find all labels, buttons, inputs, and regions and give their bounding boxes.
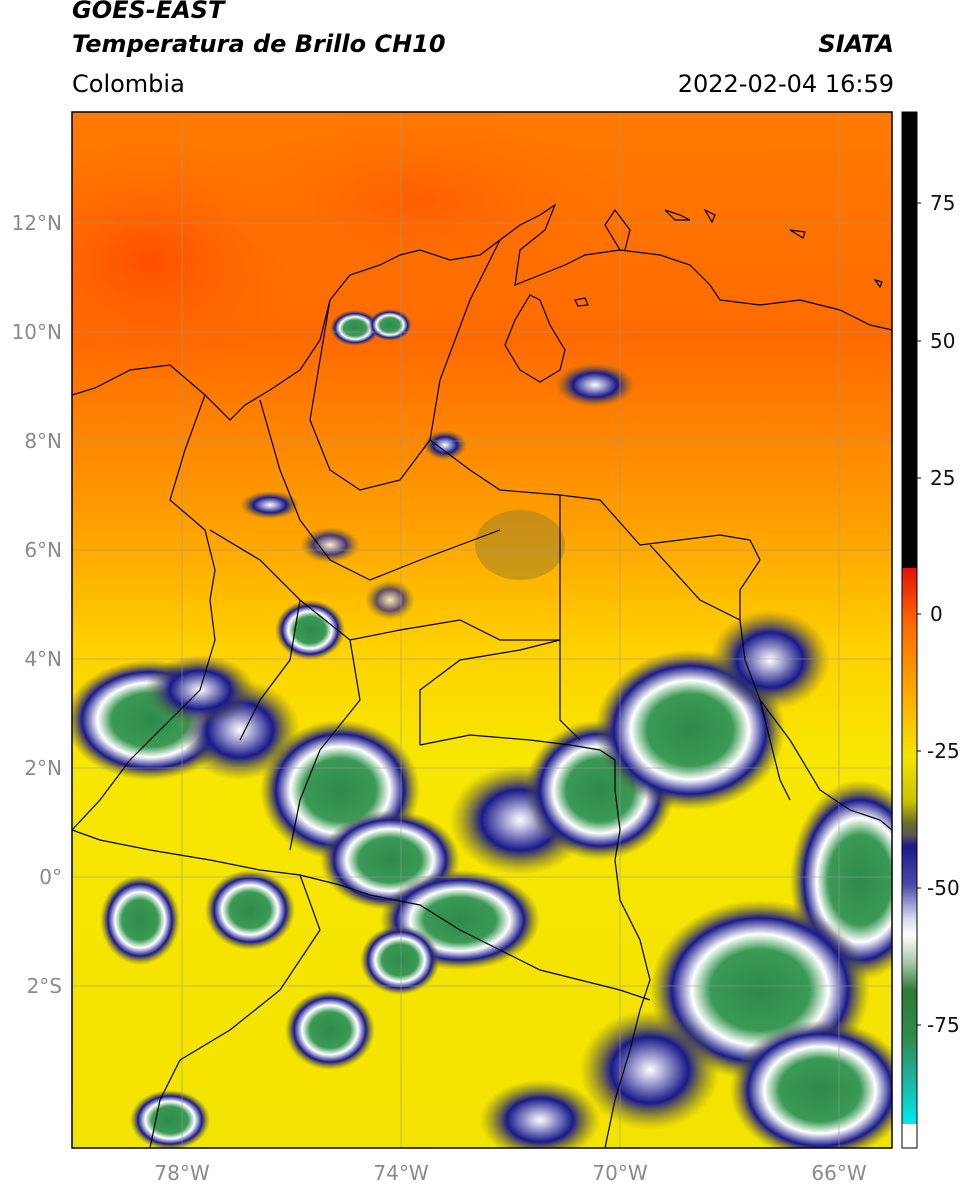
lat-tick-label: 4°N: [24, 647, 62, 671]
colorbar-tick-label: 50: [930, 329, 955, 353]
lat-tick-label: 2°S: [27, 974, 62, 998]
satellite-image: [72, 112, 892, 1148]
lat-tick-label: 0°: [39, 865, 62, 889]
colorbar-tick-label: -50: [927, 876, 960, 900]
datetime-label: 2022-02-04 16:59: [677, 70, 894, 98]
lat-tick-label: 10°N: [12, 320, 62, 344]
graticule: [72, 112, 892, 1148]
colorbar-tick-label: -25: [927, 739, 960, 763]
lon-tick-label: 74°W: [373, 1161, 428, 1185]
region-label: Colombia: [72, 70, 185, 98]
agency-label: SIATA: [818, 30, 894, 58]
lat-tick-label: 12°N: [12, 211, 62, 235]
product-title: Temperatura de Brillo CH10: [72, 30, 446, 58]
colorbar-tick-label: -75: [927, 1013, 960, 1037]
longitude-axis: 78°W 74°W 70°W 66°W: [154, 1161, 866, 1185]
lat-tick-label: 8°N: [24, 429, 62, 453]
latitude-axis: 12°N 10°N 8°N 6°N 4°N 2°N 0° 2°S: [12, 211, 62, 998]
lon-tick-label: 66°W: [811, 1161, 866, 1185]
lon-tick-label: 78°W: [154, 1161, 209, 1185]
colorbar-tick-label: 0: [930, 602, 943, 626]
colorbar-tick-label: 25: [930, 466, 955, 490]
borders: [72, 203, 892, 1148]
lat-tick-label: 6°N: [24, 538, 62, 562]
satellite-title: GOES-EAST: [72, 0, 225, 24]
map-frame: [71, 111, 893, 1149]
colorbar-tick-label: 75: [930, 191, 955, 215]
lat-tick-label: 2°N: [24, 756, 62, 780]
lon-tick-label: 70°W: [592, 1161, 647, 1185]
colorbar: 75 50 25 0 -25 -50 -75: [901, 111, 960, 1149]
